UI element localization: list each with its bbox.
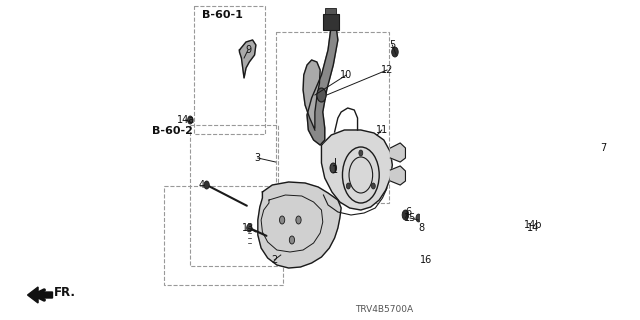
Circle shape <box>296 216 301 224</box>
Text: 4: 4 <box>199 180 205 190</box>
Circle shape <box>317 88 326 102</box>
Text: 8: 8 <box>418 223 424 233</box>
Polygon shape <box>258 182 341 268</box>
Polygon shape <box>307 30 338 145</box>
Text: 7: 7 <box>600 143 607 153</box>
Circle shape <box>402 210 409 220</box>
Circle shape <box>289 236 294 244</box>
Text: 3: 3 <box>255 153 261 163</box>
Circle shape <box>416 214 421 222</box>
Text: 2: 2 <box>271 255 277 265</box>
Circle shape <box>392 47 398 57</box>
Circle shape <box>420 221 426 229</box>
Text: 9: 9 <box>245 45 251 55</box>
Circle shape <box>527 220 533 230</box>
Text: 10: 10 <box>340 70 353 80</box>
Text: 14a: 14a <box>177 115 195 125</box>
Text: TRV4B5700A: TRV4B5700A <box>355 305 413 314</box>
Bar <box>164 186 284 285</box>
Text: 12: 12 <box>381 65 393 75</box>
Text: 11: 11 <box>376 125 388 135</box>
Text: 5: 5 <box>389 40 396 50</box>
Circle shape <box>246 224 252 232</box>
Bar <box>276 32 389 203</box>
Circle shape <box>280 216 285 224</box>
Polygon shape <box>239 40 256 78</box>
Text: B-60-2: B-60-2 <box>152 126 193 136</box>
Bar <box>190 125 278 266</box>
Circle shape <box>359 150 363 156</box>
Bar <box>195 6 265 134</box>
Polygon shape <box>303 60 320 130</box>
Circle shape <box>330 163 337 173</box>
Bar <box>323 14 339 30</box>
Text: 1: 1 <box>332 165 338 175</box>
Bar <box>325 8 336 14</box>
Text: 15: 15 <box>404 213 416 223</box>
Text: 14: 14 <box>527 223 539 233</box>
Polygon shape <box>445 175 484 225</box>
Text: FR.: FR. <box>54 286 76 300</box>
Text: 14b: 14b <box>524 220 542 230</box>
Circle shape <box>204 181 209 189</box>
Polygon shape <box>28 287 52 303</box>
Circle shape <box>371 183 375 189</box>
Circle shape <box>188 116 193 124</box>
Text: B-60-1: B-60-1 <box>202 10 243 20</box>
Polygon shape <box>390 143 406 162</box>
Text: 6: 6 <box>405 207 411 217</box>
Polygon shape <box>321 130 392 210</box>
Text: 16: 16 <box>420 255 433 265</box>
Circle shape <box>460 207 470 223</box>
Circle shape <box>346 183 350 189</box>
Text: 13: 13 <box>242 223 254 233</box>
Polygon shape <box>438 105 492 180</box>
Polygon shape <box>390 166 406 185</box>
